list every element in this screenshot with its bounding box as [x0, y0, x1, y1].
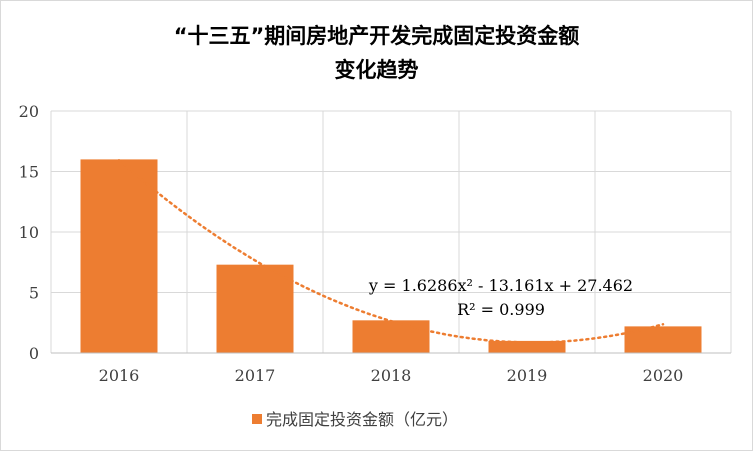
bar: [352, 320, 430, 353]
y-tick-label: 10: [19, 223, 39, 242]
chart-title-line1: “十三五”期间房地产开发完成固定投资金额: [173, 24, 580, 48]
y-tick-label: 15: [19, 163, 39, 182]
y-tick-label: 5: [29, 284, 39, 303]
bar: [216, 264, 294, 353]
x-tick-label: 2018: [371, 366, 412, 385]
x-tick-label: 2016: [99, 366, 140, 385]
y-tick-label: 20: [19, 102, 39, 121]
bar: [80, 159, 158, 353]
legend-swatch: [252, 414, 262, 424]
legend-label: 完成固定投资金额（亿元）: [266, 410, 458, 429]
x-tick-label: 2017: [235, 366, 276, 385]
trendline-equation: y = 1.6286x² - 13.161x + 27.462: [368, 276, 633, 295]
trendline-r-squared: R² = 0.999: [457, 300, 545, 319]
chart-title-line2: 变化趋势: [334, 58, 419, 82]
bar: [624, 326, 702, 353]
y-tick-label: 0: [29, 344, 39, 363]
trendline: [117, 159, 665, 344]
x-tick-label: 2020: [643, 366, 684, 385]
x-tick-label: 2019: [507, 366, 548, 385]
bar: [488, 340, 566, 353]
